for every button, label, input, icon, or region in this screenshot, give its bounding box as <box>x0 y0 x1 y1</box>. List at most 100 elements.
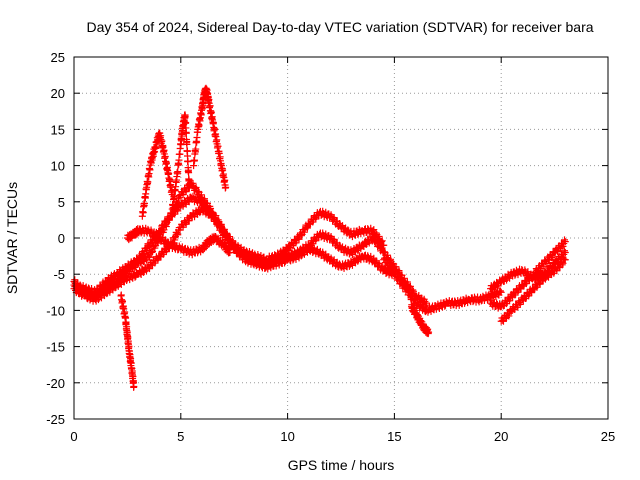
x-tick-label: 25 <box>601 429 615 444</box>
data-point <box>488 284 496 292</box>
data-point <box>297 232 305 240</box>
data-point <box>183 140 191 148</box>
data-point <box>185 217 193 225</box>
data-point <box>182 129 190 137</box>
data-point <box>542 260 550 268</box>
data-point <box>214 218 222 226</box>
data-point <box>375 240 383 248</box>
data-point <box>514 288 522 296</box>
data-point <box>354 257 362 265</box>
data-point <box>76 287 84 295</box>
data-point <box>223 230 231 238</box>
data-point <box>181 112 189 120</box>
data-point <box>148 239 156 247</box>
data-point <box>189 179 197 187</box>
data-point <box>525 292 533 300</box>
data-point <box>380 248 388 256</box>
data-point <box>508 292 516 300</box>
x-tick-label: 15 <box>387 429 401 444</box>
data-point <box>421 297 429 305</box>
data-point <box>173 230 181 238</box>
data-point <box>516 300 524 308</box>
data-point <box>378 244 386 252</box>
data-point <box>330 214 338 222</box>
data-point <box>174 168 182 176</box>
data-point <box>354 246 362 254</box>
data-point <box>397 277 405 285</box>
data-series <box>70 192 430 309</box>
data-point <box>312 215 320 223</box>
data-point <box>533 283 541 291</box>
data-point <box>153 230 161 238</box>
y-tick-label: -25 <box>46 412 65 427</box>
data-series <box>168 111 193 213</box>
data-point <box>185 169 193 177</box>
data-point <box>154 256 162 264</box>
data-series <box>407 301 433 338</box>
data-point <box>409 287 417 295</box>
data-point <box>237 249 245 257</box>
data-point <box>182 220 190 228</box>
y-tick-label: -15 <box>46 340 65 355</box>
data-point <box>130 382 138 390</box>
y-tick-label: 5 <box>58 195 65 210</box>
y-tick-label: -20 <box>46 376 65 391</box>
y-axis-label: SDTVAR / TECUs <box>4 182 20 294</box>
data-point <box>344 226 352 234</box>
data-point <box>131 260 139 268</box>
data-point <box>395 267 403 275</box>
data-points <box>70 84 569 391</box>
data-point <box>139 257 147 265</box>
data-point <box>162 220 170 228</box>
data-point <box>406 282 414 290</box>
data-point <box>217 221 225 229</box>
data-point <box>171 210 179 218</box>
data-point <box>171 236 179 244</box>
data-series <box>138 129 176 220</box>
data-point <box>384 251 392 259</box>
x-tick-label: 10 <box>280 429 294 444</box>
x-tick-label: 20 <box>494 429 508 444</box>
data-point <box>229 240 237 248</box>
data-point <box>409 293 417 301</box>
data-point <box>341 225 349 233</box>
y-tick-label: 25 <box>51 50 65 65</box>
data-point <box>506 297 514 305</box>
data-point <box>303 224 311 232</box>
data-series <box>487 247 569 293</box>
data-point <box>553 267 561 275</box>
data-point <box>185 183 193 191</box>
data-point <box>103 290 111 298</box>
data-point <box>548 254 556 262</box>
data-point <box>191 156 199 164</box>
data-point <box>148 248 156 256</box>
data-point <box>161 237 169 245</box>
data-point <box>519 296 527 304</box>
data-point <box>558 261 566 269</box>
data-point <box>146 253 154 261</box>
data-series <box>117 291 138 391</box>
data-point <box>174 231 182 239</box>
y-tick-label: -10 <box>46 303 65 318</box>
data-point <box>193 210 201 218</box>
y-tick-label: 0 <box>58 231 65 246</box>
data-point <box>394 273 402 281</box>
x-tick-label: 5 <box>177 429 184 444</box>
data-point <box>491 283 499 291</box>
data-point <box>312 237 320 245</box>
data-point <box>522 280 530 288</box>
data-point <box>380 254 388 262</box>
data-point <box>226 235 234 243</box>
data-point <box>377 245 385 253</box>
data-point <box>422 299 430 307</box>
y-tick-label: 10 <box>51 159 65 174</box>
data-point <box>362 240 370 248</box>
data-point <box>326 234 334 242</box>
data-point <box>162 248 170 256</box>
data-point <box>176 194 184 202</box>
chart-title: Day 354 of 2024, Sidereal Day-to-day VTE… <box>86 19 593 35</box>
data-point <box>330 235 338 243</box>
data-point <box>191 185 199 193</box>
data-point <box>144 225 152 233</box>
